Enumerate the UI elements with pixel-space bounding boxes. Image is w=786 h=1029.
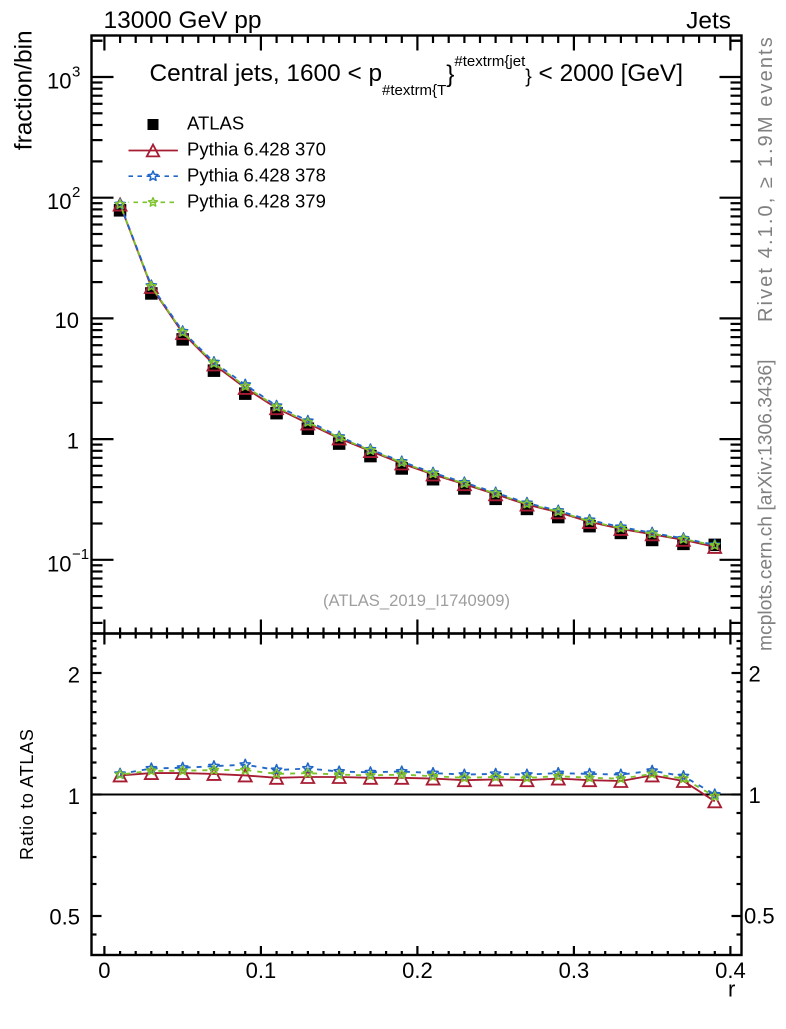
svg-text:mcplots.cern.ch [arXiv:1306.34: mcplots.cern.ch [arXiv:1306.3436] xyxy=(756,359,777,651)
svg-text:Ratio to ATLAS: Ratio to ATLAS xyxy=(17,728,37,860)
svg-text:0.5: 0.5 xyxy=(49,905,80,930)
svg-text:1: 1 xyxy=(68,784,80,809)
svg-text:(ATLAS_2019_I1740909): (ATLAS_2019_I1740909) xyxy=(323,591,510,610)
svg-text:0.4: 0.4 xyxy=(715,958,746,983)
svg-text:0: 0 xyxy=(98,958,110,983)
svg-text:fraction/bin: fraction/bin xyxy=(11,30,38,150)
svg-text:2: 2 xyxy=(72,184,80,201)
svg-text:r: r xyxy=(728,977,735,1002)
svg-text:10: 10 xyxy=(47,551,71,576)
svg-text:Pythia 6.428 370: Pythia 6.428 370 xyxy=(187,139,326,160)
svg-text:0.5: 0.5 xyxy=(744,904,775,929)
svg-text:13000 GeV pp: 13000 GeV pp xyxy=(104,7,262,34)
svg-text:0.1: 0.1 xyxy=(246,958,277,983)
svg-text:Rivet 4.1.0, ≥ 1.9M events: Rivet 4.1.0, ≥ 1.9M events xyxy=(755,35,777,322)
svg-text:−1: −1 xyxy=(72,546,89,563)
svg-text:10: 10 xyxy=(47,189,71,214)
svg-text:10: 10 xyxy=(55,308,79,333)
svg-text:ATLAS: ATLAS xyxy=(187,112,244,133)
svg-text:1: 1 xyxy=(749,783,761,808)
svg-text:Pythia 6.428 378: Pythia 6.428 378 xyxy=(187,165,326,186)
svg-text:3: 3 xyxy=(72,63,80,80)
svg-text:Jets: Jets xyxy=(686,8,731,35)
svg-text:2: 2 xyxy=(749,662,761,687)
svg-text:0.3: 0.3 xyxy=(559,958,590,983)
svg-text:10: 10 xyxy=(47,69,71,94)
svg-text:2: 2 xyxy=(68,663,80,688)
svg-text:1: 1 xyxy=(67,429,79,454)
svg-text:0.2: 0.2 xyxy=(402,958,433,983)
svg-text:Pythia 6.428 379: Pythia 6.428 379 xyxy=(187,191,326,212)
